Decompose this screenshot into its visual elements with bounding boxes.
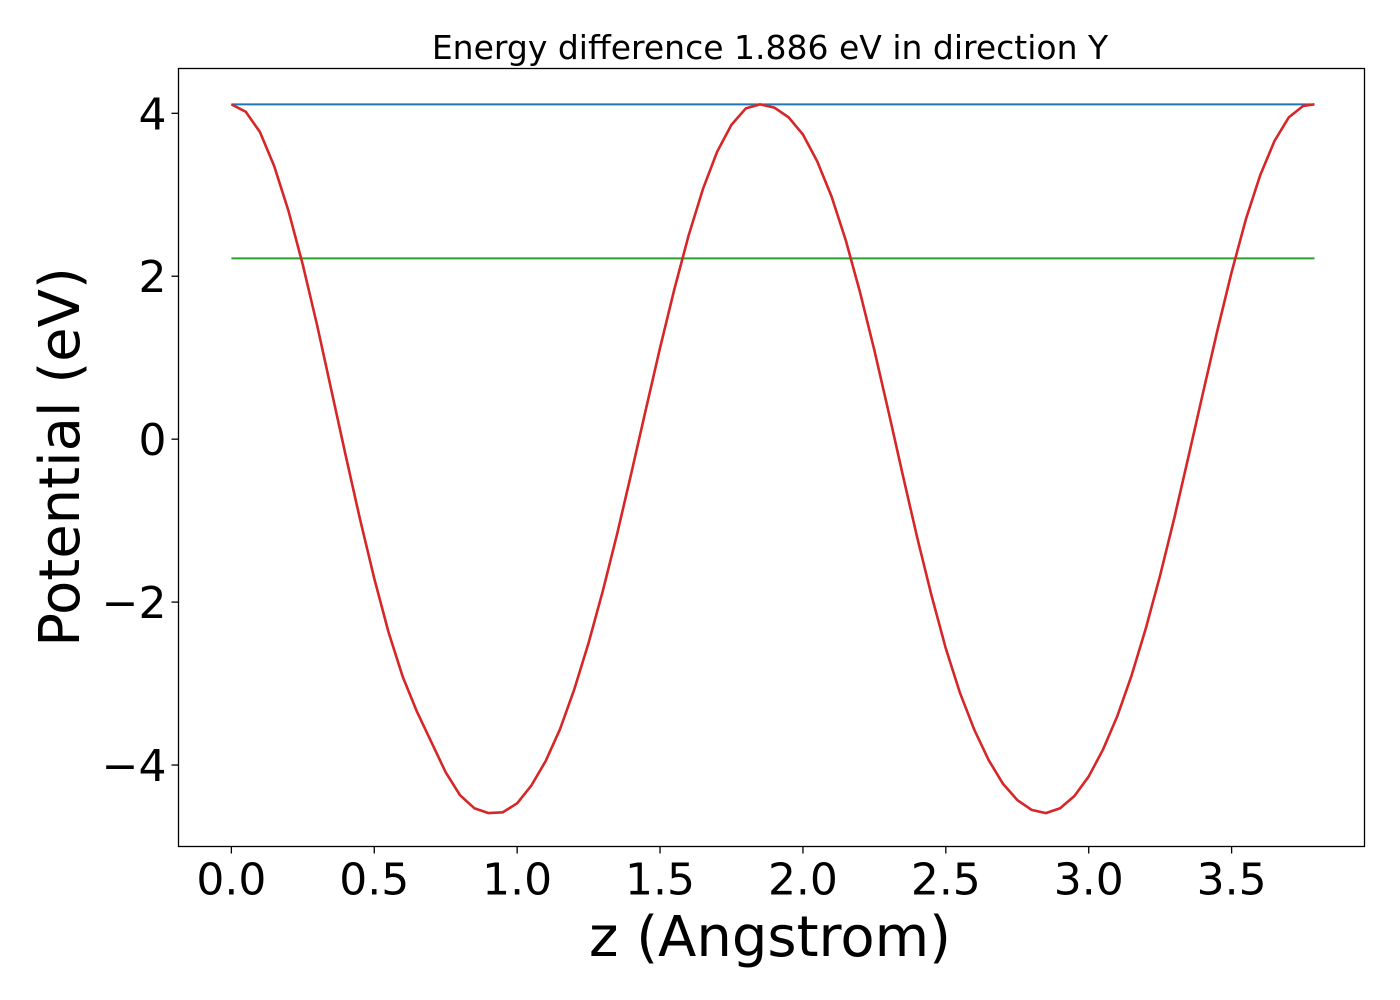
y-tick-label: −4 [102,741,167,792]
axis-ticks: 0.0 0.5 1.0 1.5 2.0 2.5 3.0 3.5 4 2 0 −2 −4 [102,89,1267,905]
potential-curve [230,103,1315,815]
x-tick-label: 0.5 [339,855,409,906]
plot-area [230,103,1315,815]
x-tick-label: 3.5 [1197,855,1267,906]
x-tick-label: 1.5 [625,855,695,906]
x-tick-label: 2.0 [768,855,838,906]
y-axis-label: Potential (eV) [28,267,93,647]
y-tick-label: 0 [139,415,167,466]
axes-frame [177,67,1366,848]
y-tick-label: −2 [102,578,167,629]
x-tick-label: 3.0 [1054,855,1124,906]
x-tick-label: 1.0 [482,855,552,906]
y-tick-label: 2 [139,252,167,303]
x-axis-label: z (Angstrom) [589,905,951,970]
x-tick-label: 0.0 [196,855,266,906]
x-tick-label: 2.5 [911,855,981,906]
chart-title: Energy difference 1.886 eV in direction … [432,28,1109,67]
y-tick-label: 4 [139,89,167,140]
